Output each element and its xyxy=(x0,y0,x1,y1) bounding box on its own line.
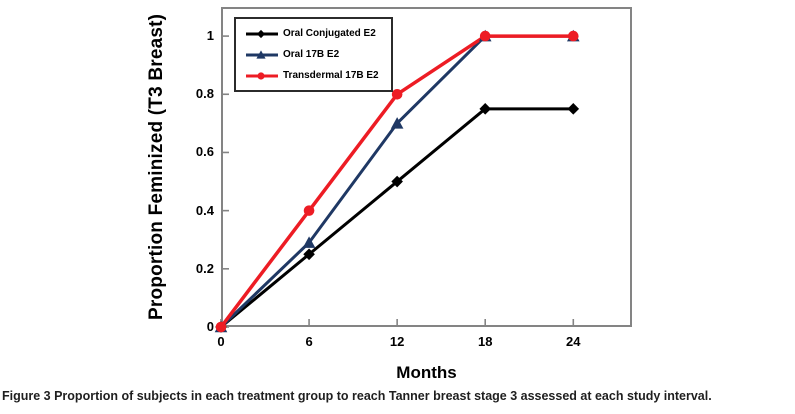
x-tick-label: 18 xyxy=(477,334,493,349)
x-tick-label: 0 xyxy=(217,334,225,349)
x-tick-label: 24 xyxy=(566,334,581,349)
figure-caption: Figure 3 Proportion of subjects in each … xyxy=(2,388,792,404)
x-tick-label: 12 xyxy=(389,334,405,349)
legend-label: Oral Conjugated E2 xyxy=(283,28,376,39)
y-tick-label: 0 xyxy=(206,319,214,334)
x-axis-title: Months xyxy=(396,363,457,382)
legend-item-transdermal-17b-e2: Transdermal 17B E2 xyxy=(245,68,379,83)
y-tick-label: 0.4 xyxy=(195,202,214,218)
y-tick-label: 1 xyxy=(206,28,214,44)
legend-label: Oral 17B E2 xyxy=(283,49,340,60)
legend-item-oral-conjugated-e2: Oral Conjugated E2 xyxy=(245,26,379,41)
y-tick-label: 0.6 xyxy=(195,144,214,160)
line-circle-marker-icon xyxy=(246,71,278,80)
x-tick-label: 6 xyxy=(305,334,313,349)
plot-area: Oral Conjugated E2 Oral 17B E2 Transderm… xyxy=(214,7,632,333)
line-diamond-marker-icon xyxy=(246,29,278,38)
y-tick-label: 0.8 xyxy=(195,86,214,102)
caption-figure-label: Figure 3 xyxy=(2,389,51,403)
legend-label: Transdermal 17B E2 xyxy=(283,70,379,81)
legend: Oral Conjugated E2 Oral 17B E2 Transderm… xyxy=(234,17,393,92)
y-tick-label: 0.2 xyxy=(195,260,214,276)
plot-canvas xyxy=(214,7,632,333)
line-triangle-marker-icon xyxy=(246,49,278,59)
caption-text: Proportion of subjects in each treatment… xyxy=(50,389,712,403)
legend-item-oral-17b-e2: Oral 17B E2 xyxy=(245,47,379,62)
y-axis-title: Proportion Feminized (T3 Breast) xyxy=(146,13,167,321)
